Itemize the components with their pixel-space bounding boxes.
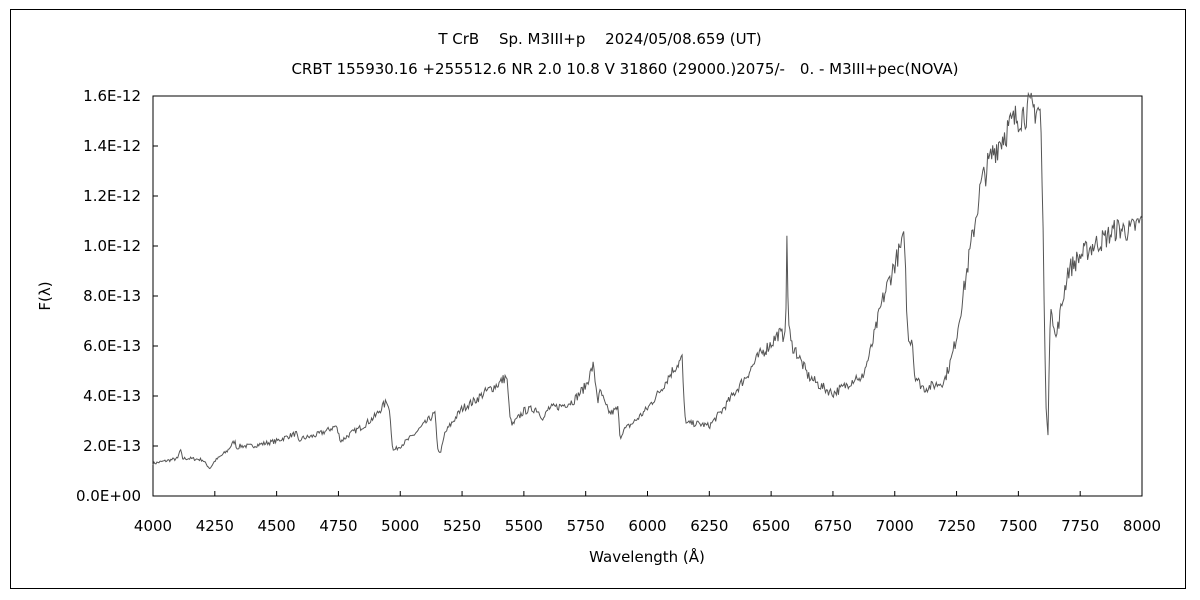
chart-frame (10, 9, 1186, 589)
y-tick-label: 2.0E-13 (83, 437, 141, 455)
y-tick-label: 4.0E-13 (83, 387, 141, 405)
y-axis-label: F(λ) (36, 281, 54, 310)
x-tick-label: 7250 (937, 517, 975, 535)
x-tick-label: 6000 (628, 517, 666, 535)
y-tick-label: 1.4E-12 (83, 137, 141, 155)
x-tick-label: 8000 (1123, 517, 1161, 535)
x-tick-label: 6750 (814, 517, 852, 535)
y-tick-label: 1.2E-12 (83, 187, 141, 205)
x-tick-label: 4250 (196, 517, 234, 535)
x-tick-label: 5750 (567, 517, 605, 535)
chart-title: T CrB Sp. M3III+p 2024/05/08.659 (UT) (437, 30, 761, 48)
x-tick-label: 7500 (999, 517, 1037, 535)
y-tick-label: 8.0E-13 (83, 287, 141, 305)
chart-subtitle: CRBT 155930.16 +255512.6 NR 2.0 10.8 V 3… (291, 60, 958, 78)
x-tick-label: 5000 (381, 517, 419, 535)
x-tick-label: 4000 (134, 517, 172, 535)
x-axis-label: Wavelength (Å) (589, 547, 705, 566)
x-tick-label: 5500 (505, 517, 543, 535)
x-tick-label: 7000 (876, 517, 914, 535)
x-tick-label: 4750 (319, 517, 357, 535)
x-tick-label: 4500 (258, 517, 296, 535)
plot-area (152, 95, 1143, 497)
y-axis: 0.0E+00 2.0E-13 4.0E-13 6.0E-13 8.0E-13 1.0E-… (76, 87, 158, 505)
x-tick-label: 7750 (1061, 517, 1099, 535)
spectrum-line (152, 91, 1143, 470)
y-tick-label: 1.6E-12 (83, 87, 141, 105)
y-tick-label: 1.0E-12 (83, 237, 141, 255)
x-tick-label: 6250 (690, 517, 728, 535)
x-axis: 4000 4250 4500 4750 5000 5250 5500 5750 6000 6250… (134, 491, 1161, 535)
y-tick-label: 0.0E+00 (76, 487, 141, 505)
x-tick-label: 6500 (752, 517, 790, 535)
y-tick-label: 6.0E-13 (83, 337, 141, 355)
x-tick-label: 5250 (443, 517, 481, 535)
